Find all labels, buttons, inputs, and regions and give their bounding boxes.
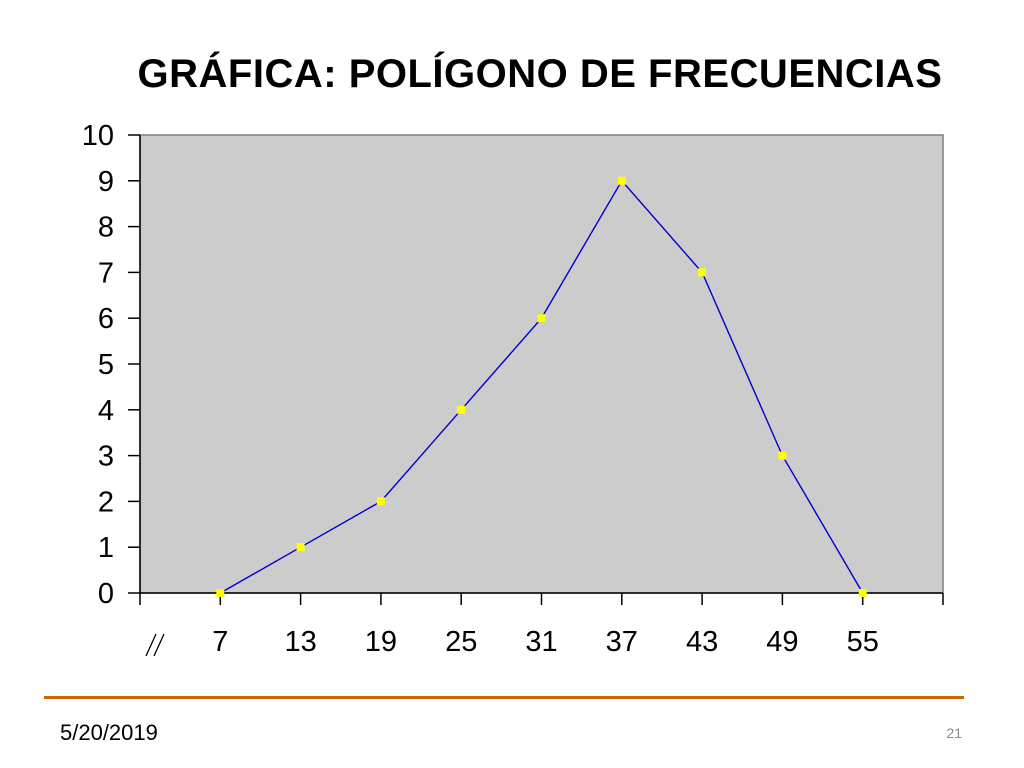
y-tick-label: 5 [98,349,114,381]
data-point [457,405,466,414]
x-tick-label: 49 [766,626,798,658]
y-tick-label: 2 [98,486,114,518]
y-tick-label: 8 [98,212,114,244]
x-tick-label: 7 [212,626,228,658]
data-point [778,451,787,460]
x-tick-label: 43 [686,626,718,658]
x-tick-label: 13 [284,626,316,658]
slide-number: 21 [946,725,962,741]
x-tick-label: 25 [445,626,477,658]
chart-title: GRÁFICA: POLÍGONO DE FRECUENCIAS [137,52,943,96]
footer-divider [44,696,964,699]
x-tick-label: 55 [847,626,879,658]
y-axis: 0 1 2 3 4 5 6 7 8 9 10 [82,120,141,610]
data-point [858,589,867,597]
plot-area [139,134,944,594]
y-tick-label: 6 [98,303,114,335]
y-tick-label: 1 [98,532,114,564]
y-tick-label: 3 [98,441,114,473]
x-tick-label: 31 [525,626,557,658]
data-point [216,589,225,597]
y-tick-label: 4 [98,395,114,427]
data-point [376,497,385,506]
y-tick-label: 10 [82,120,114,152]
axis-break-symbol [145,633,165,657]
y-tick-label: 0 [98,578,114,610]
frequency-polygon-chart: 0 1 2 3 4 5 6 7 8 9 10 7 13 19 25 31 37 43 49 55 [82,120,944,658]
data-point [537,314,546,323]
data-point [617,176,626,185]
series-frequency [216,176,867,597]
data-point [296,543,305,552]
x-tick-label: 37 [606,626,638,658]
y-tick-label: 7 [98,257,114,289]
x-tick-label: 19 [365,626,397,658]
footer-date: 5/20/2019 [60,720,158,745]
x-axis: 7 13 19 25 31 37 43 49 55 [139,592,944,658]
data-point [698,268,707,277]
y-tick-label: 9 [98,166,114,198]
